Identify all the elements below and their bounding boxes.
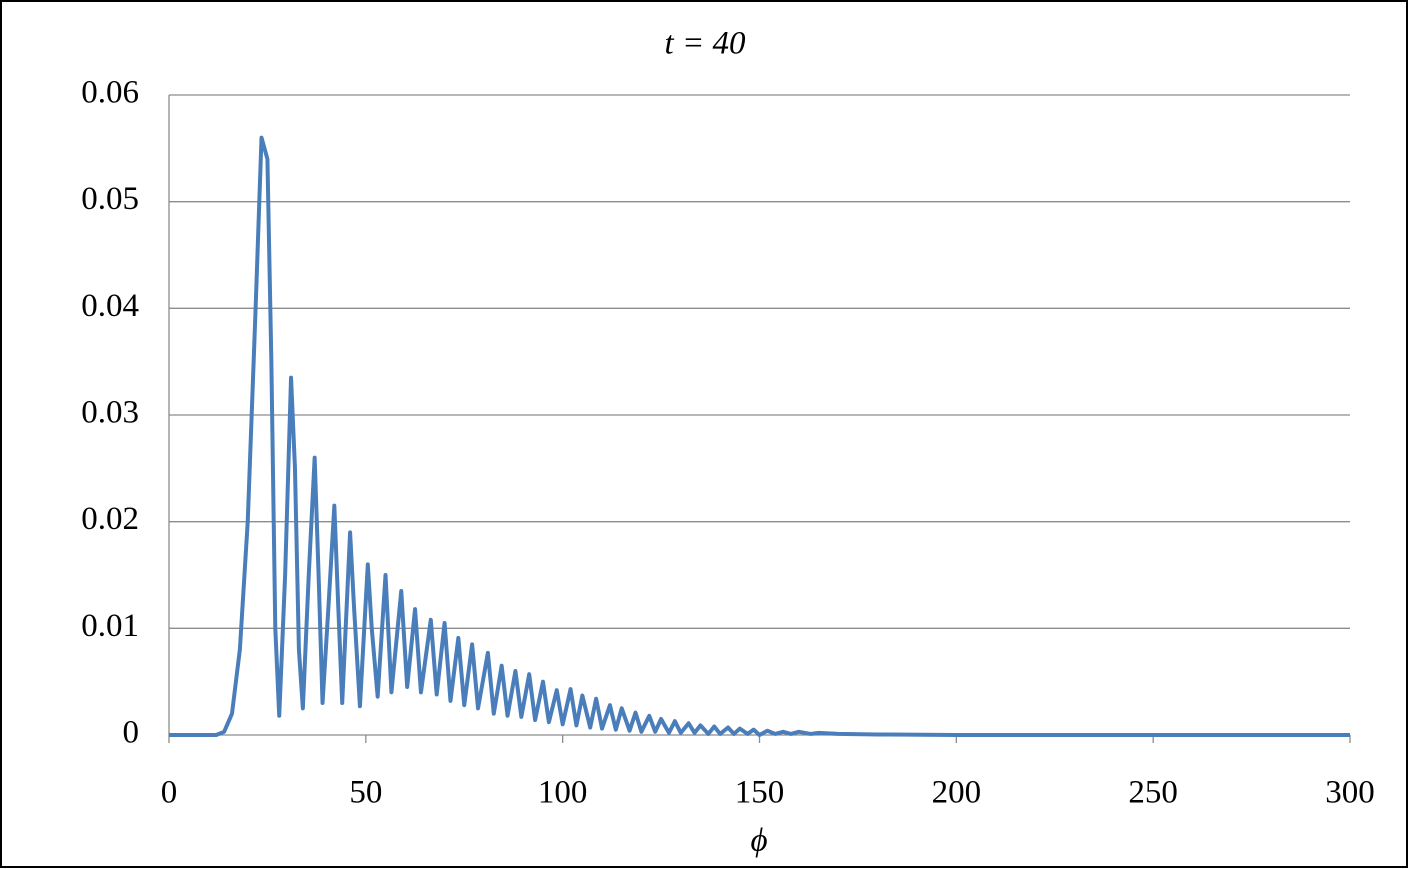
- y-tick-label: 0: [123, 715, 140, 751]
- chart-title: t = 40: [665, 26, 746, 62]
- x-axis-label: ϕ: [750, 823, 767, 859]
- x-tick-label: 200: [932, 775, 982, 811]
- x-tick-label: 50: [349, 775, 382, 811]
- y-tick-label: 0.02: [81, 501, 139, 537]
- data-line: [169, 135, 1350, 737]
- y-tick-label: 0.03: [81, 395, 139, 431]
- y-tick-label: 0.01: [81, 608, 139, 644]
- y-tick-label: 0.06: [81, 75, 139, 111]
- y-tick-label: 0.05: [81, 181, 139, 217]
- x-tick-label: 100: [538, 775, 588, 811]
- x-tick-label: 250: [1128, 775, 1178, 811]
- x-tick-label: 150: [735, 775, 785, 811]
- x-tick-label: 300: [1325, 775, 1375, 811]
- x-tick-label: 0: [161, 775, 178, 811]
- y-tick-label: 0.04: [81, 288, 139, 324]
